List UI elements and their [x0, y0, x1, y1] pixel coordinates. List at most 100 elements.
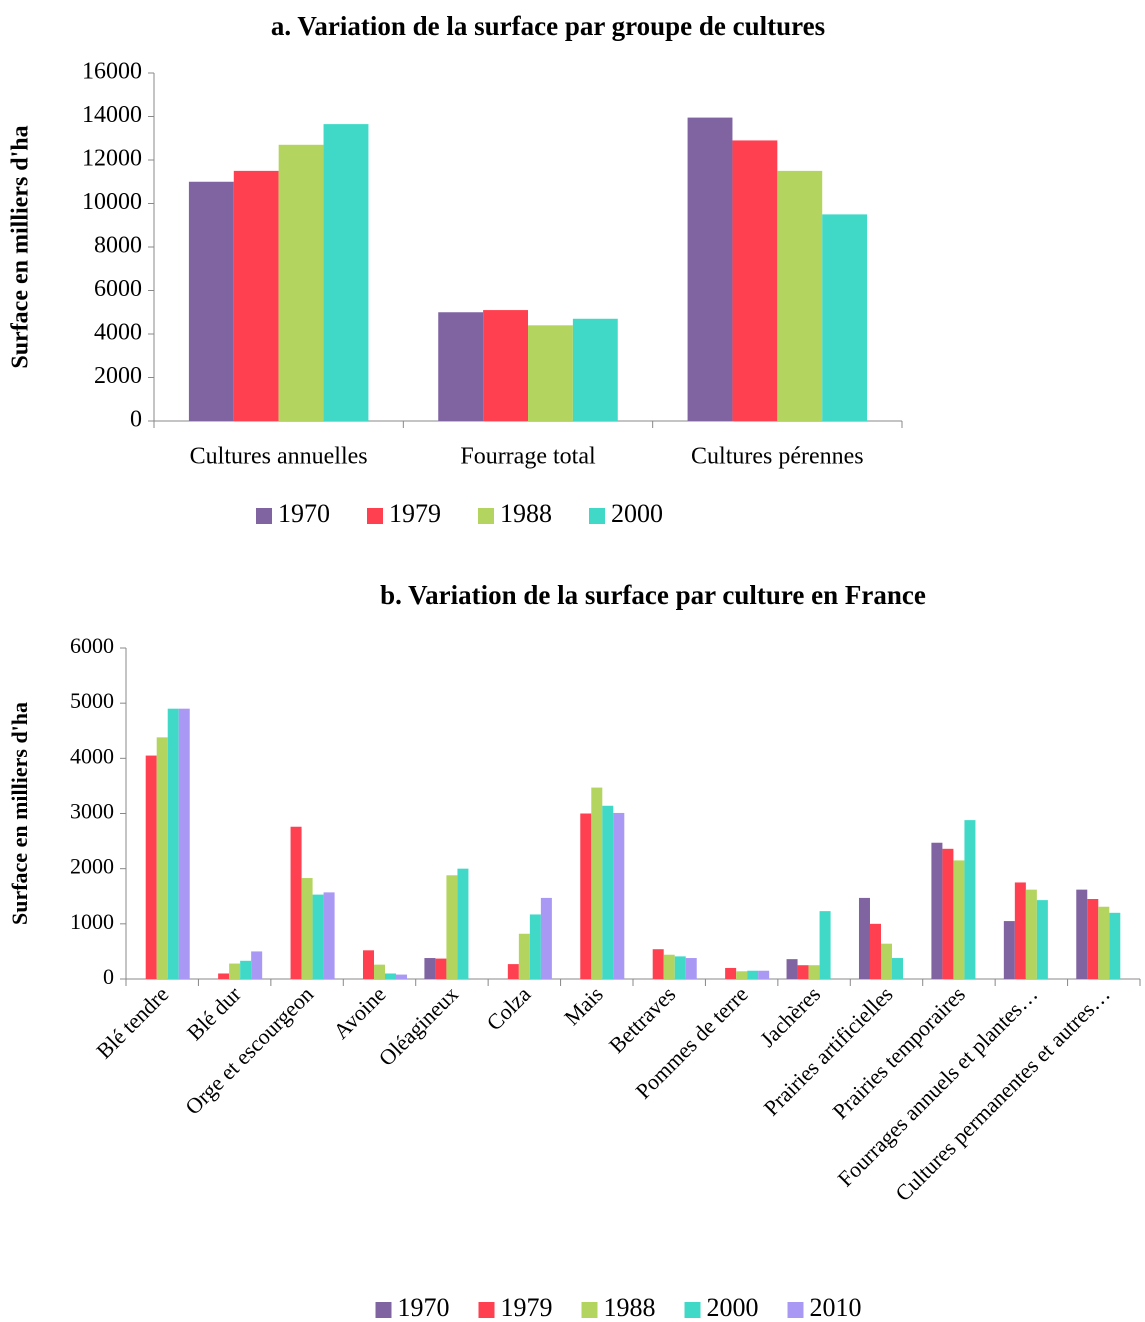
bar	[446, 875, 458, 979]
x-tick-label: Prairies artificielles	[759, 981, 898, 1120]
bar	[942, 848, 954, 979]
legend-label: 1970	[278, 499, 330, 528]
bar	[507, 964, 519, 979]
legend-swatch	[478, 1302, 495, 1318]
bar	[1003, 921, 1015, 979]
legend-swatch	[256, 508, 272, 524]
bar	[758, 970, 770, 979]
y-tick-label: 2000	[94, 363, 142, 389]
x-tick-label: Orge et escourgeon	[180, 981, 318, 1119]
bar	[819, 911, 831, 979]
bar	[591, 787, 603, 979]
bar	[880, 943, 893, 979]
y-tick-label: 4000	[70, 743, 114, 768]
x-tick-label: Jachères	[755, 981, 825, 1051]
bar	[1109, 912, 1121, 979]
y-tick-label: 8000	[94, 233, 142, 259]
bar	[518, 933, 530, 979]
bar	[229, 963, 241, 979]
bar	[786, 959, 798, 979]
legend-label: 2010	[810, 1293, 862, 1322]
bar	[251, 951, 263, 979]
bar	[736, 971, 748, 979]
bar	[167, 708, 179, 979]
bar	[1036, 900, 1048, 979]
x-tick-label: Oléagineux	[374, 981, 463, 1070]
x-tick-label: Blé dur	[182, 981, 246, 1045]
bar	[892, 958, 904, 979]
bar	[385, 973, 397, 979]
y-axis-label: Surface en milliers d'ha	[7, 702, 32, 925]
chart-title: a. Variation de la surface par groupe de…	[271, 11, 825, 41]
bar	[145, 755, 157, 979]
bar	[663, 954, 675, 979]
bar	[732, 140, 778, 422]
y-tick-label: 10000	[82, 189, 142, 215]
y-tick-label: 4000	[94, 320, 142, 346]
bar	[858, 897, 870, 979]
x-tick-label: Avoine	[328, 981, 390, 1043]
bar	[483, 310, 528, 421]
bar	[931, 842, 943, 979]
y-tick-label: 14000	[82, 102, 142, 128]
bar	[323, 124, 369, 422]
x-tick-label: Blé tendre	[91, 981, 173, 1063]
legend-swatch	[589, 508, 605, 524]
legend-label: 2000	[611, 499, 663, 528]
legend-swatch	[684, 1302, 701, 1318]
bar	[323, 892, 335, 979]
y-tick-label: 12000	[82, 146, 142, 172]
bar	[613, 812, 625, 979]
y-tick-label: 6000	[94, 276, 142, 302]
y-tick-label: 3000	[70, 799, 114, 824]
bar	[808, 965, 820, 979]
bar	[362, 950, 374, 979]
bar	[438, 312, 484, 421]
chart-title: b. Variation de la surface par culture e…	[380, 580, 926, 610]
legend-label: 1970	[398, 1293, 450, 1322]
bar	[1087, 899, 1099, 979]
bar	[572, 318, 618, 421]
bar	[1025, 889, 1037, 979]
y-tick-label: 16000	[82, 59, 142, 85]
bar	[312, 894, 324, 979]
bar	[278, 144, 324, 421]
bar	[233, 170, 279, 421]
bar	[964, 820, 976, 979]
bar	[424, 958, 436, 979]
bar	[1076, 889, 1088, 979]
y-tick-label: 0	[103, 964, 114, 989]
bar	[652, 949, 664, 979]
bar	[953, 860, 965, 979]
bar	[528, 325, 573, 421]
bar	[674, 956, 686, 979]
x-tick-label: Mais	[559, 981, 608, 1030]
bar	[725, 967, 737, 979]
bar	[869, 923, 881, 979]
legend-label: 1988	[604, 1293, 656, 1322]
bar	[301, 878, 313, 979]
legend-swatch	[367, 508, 383, 524]
bar	[529, 914, 541, 979]
bar	[1014, 882, 1026, 979]
bar	[747, 970, 759, 979]
bar	[580, 813, 592, 979]
legend-swatch	[581, 1302, 598, 1318]
y-tick-label: 5000	[70, 688, 114, 713]
bar	[685, 958, 697, 979]
y-tick-label: 6000	[70, 633, 114, 658]
bar	[218, 973, 230, 979]
bar	[1098, 906, 1110, 979]
bar	[188, 181, 234, 421]
bar	[373, 964, 386, 979]
bar	[240, 960, 252, 979]
x-tick-label: Cultures pérennes	[691, 444, 864, 470]
x-tick-label: Fourrage total	[460, 444, 596, 470]
bar	[602, 805, 614, 979]
legend-label: 1988	[500, 499, 552, 528]
bar	[290, 826, 302, 979]
x-tick-label: Cultures annuelles	[190, 444, 368, 470]
legend-label: 2000	[707, 1293, 759, 1322]
y-tick-label: 1000	[70, 909, 114, 934]
